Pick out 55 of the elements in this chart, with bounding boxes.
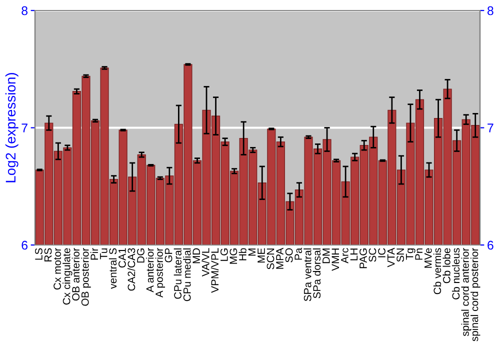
x-tick-label: GP: [164, 248, 172, 262]
x-tick-label: CA1: [118, 248, 126, 268]
x-tick-label: spinal cord anterior: [461, 248, 471, 336]
x-tick-label: Tu: [100, 248, 108, 260]
x-tick-label: VMH: [332, 248, 339, 271]
y2-tick-label: 8: [487, 6, 494, 16]
x-tick-label: MVe: [424, 248, 432, 268]
y2-tick-label: 7: [488, 124, 494, 132]
x-tick-label: VPM/VPL: [210, 248, 219, 293]
x-tick-label: DM: [322, 248, 330, 264]
x-tick-label: ME: [258, 248, 265, 263]
y-tick-label: 8: [22, 6, 28, 16]
x-tick-label: DG: [137, 248, 144, 263]
x-tick-label: A posterior: [155, 248, 166, 298]
x-tick-label: OB posterior: [81, 248, 91, 306]
y-axis-title: Log2 (expression): [5, 73, 18, 182]
x-tick-label: ventral S: [108, 248, 117, 289]
x-tick-label: Cb vermis: [433, 248, 442, 294]
x-tick-label: MG: [230, 248, 238, 264]
x-tick-label: Arc: [341, 248, 348, 264]
x-tick-label: SPa dorsal: [312, 248, 321, 298]
x-tick-label: Cx cingulate: [62, 248, 72, 305]
y2-tick-label: 6: [488, 240, 494, 250]
x-tick-label: CPu lateral: [174, 248, 182, 299]
x-tick-label: Pa: [294, 248, 302, 260]
x-tick-label: Hb: [238, 248, 246, 260]
x-tick-label: Cx motor: [54, 248, 61, 290]
x-tick-label: SPa ventral: [304, 248, 312, 302]
y-tick-label: 7: [22, 124, 28, 132]
x-tick-label: A anterior: [146, 248, 154, 292]
x-tick-label: Cb lobe: [442, 248, 450, 284]
x-tick-label: CPu medial: [183, 248, 191, 302]
x-tick-label: LS: [35, 248, 42, 260]
x-tick-label: SCN: [266, 248, 274, 270]
x-tick-label: SC: [368, 248, 376, 262]
x-tick-label: LH: [350, 248, 358, 260]
x-tick-label: VA/VL: [202, 248, 210, 276]
x-tick-label: PAG: [360, 248, 367, 268]
x-tick-label: Pn: [415, 248, 422, 260]
x-tick-label: Pir: [90, 248, 98, 260]
x-tick-label: M: [248, 248, 256, 256]
x-tick-label: Tg: [406, 248, 416, 260]
x-tick-label: Cb nucleus: [452, 248, 460, 300]
x-tick-label: LG: [220, 248, 228, 261]
x-tick-label: VTA: [387, 248, 395, 268]
x-tick-label: SO: [285, 248, 293, 262]
x-tick-label: spinal cord posterior: [470, 248, 480, 342]
x-tick-label: SN: [396, 248, 404, 262]
x-tick-label: MPA: [276, 248, 284, 269]
x-tick-label: IC: [378, 248, 386, 258]
x-tick-label: MD: [192, 248, 200, 264]
y-tick-label: 6: [22, 240, 28, 250]
x-tick-label: OB anterior: [72, 248, 80, 301]
x-tick-label: RS: [44, 248, 52, 262]
x-tick-label: CA2/CA3: [127, 248, 136, 291]
